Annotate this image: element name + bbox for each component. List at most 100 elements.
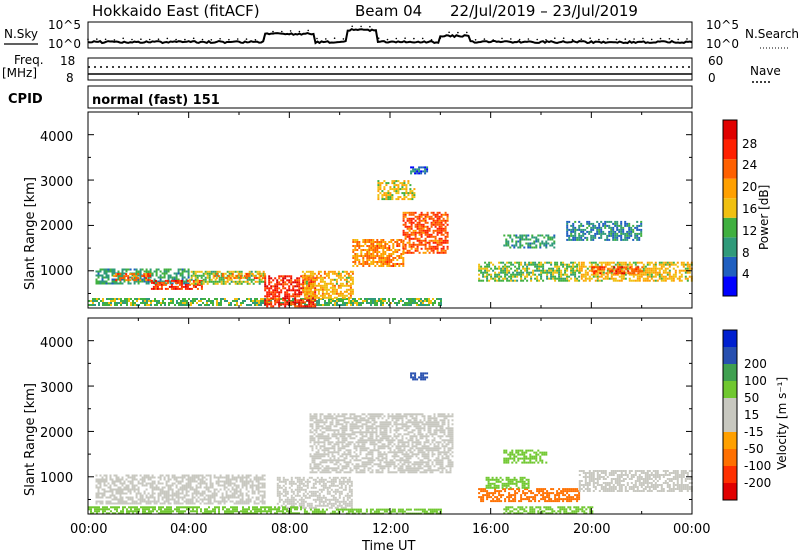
velocity-cell-0 xyxy=(157,494,160,497)
power-cell-16 xyxy=(570,238,573,241)
velocity-cell-2 xyxy=(317,463,320,466)
power-cell-6 xyxy=(278,297,281,300)
power-cell-10 xyxy=(385,182,388,185)
power-cell-5 xyxy=(440,300,442,302)
power-cell-10 xyxy=(389,192,392,195)
power-cell-3 xyxy=(216,282,219,285)
power-cell-14 xyxy=(664,271,667,274)
power-cell-14 xyxy=(606,275,609,278)
velocity-cell-0 xyxy=(105,484,108,487)
velocity-cell-0 xyxy=(209,482,212,485)
power-cell-8 xyxy=(376,247,379,249)
power-cell-7 xyxy=(349,290,352,293)
power-cell-5 xyxy=(146,298,148,300)
power-cell-9 xyxy=(404,235,407,238)
power-cell-14 xyxy=(658,273,661,276)
power-cell-1 xyxy=(127,275,130,278)
power-cell-16 xyxy=(624,222,627,225)
velocity-cell-1 xyxy=(306,478,309,481)
velocity-cell-0 xyxy=(175,484,178,487)
power-cell-7 xyxy=(319,288,322,291)
power-cell-5 xyxy=(306,304,308,306)
power-cell-14 xyxy=(580,277,583,280)
velocity-cell-2 xyxy=(331,419,334,422)
power-cell-13 xyxy=(547,242,550,245)
power-cell-16 xyxy=(628,236,631,239)
velocity-cell-1 xyxy=(328,506,331,509)
power-cell-7 xyxy=(335,296,338,299)
power-cell-2 xyxy=(178,279,181,282)
power-cell-9 xyxy=(438,219,441,222)
velocity-cell-2 xyxy=(327,443,330,446)
power-cell-5 xyxy=(164,304,166,306)
velocity-cell-0 xyxy=(149,486,152,489)
power-cell-14 xyxy=(670,277,673,280)
power-cell-10 xyxy=(397,186,400,189)
power-cell-5 xyxy=(420,302,422,304)
power-cell-5 xyxy=(244,300,246,302)
power-cell-9 xyxy=(402,223,405,226)
power-cell-5 xyxy=(256,304,258,306)
velocity-cell-0 xyxy=(187,482,190,485)
power-cell-8 xyxy=(364,253,367,255)
velocity-cell-0 xyxy=(121,498,124,501)
velocity-cell-1 xyxy=(332,494,335,497)
velocity-cell-2 xyxy=(331,451,334,454)
power-cell-7 xyxy=(343,296,346,299)
power-cell-6 xyxy=(296,283,299,286)
power-cell-0 xyxy=(101,278,104,281)
power-cell-14 xyxy=(668,269,671,272)
power-cell-0 xyxy=(181,276,184,279)
power-cell-14 xyxy=(654,263,657,266)
power-cell-8 xyxy=(362,255,365,257)
velocity-cell-1 xyxy=(286,498,289,501)
power-cell-2 xyxy=(150,287,153,290)
velocity-cell-0 xyxy=(245,474,248,477)
power-cell-6 xyxy=(280,289,283,292)
power-cell-4 xyxy=(221,275,224,278)
power-cell-5 xyxy=(366,302,368,304)
velocity-cell-2 xyxy=(313,467,316,470)
power-cell-8 xyxy=(398,239,401,241)
power-cell-8 xyxy=(390,241,393,243)
velocity-cell-0 xyxy=(97,490,100,493)
velocity-cell-0 xyxy=(131,500,134,503)
power-cell-13 xyxy=(543,244,546,247)
power-cell-3 xyxy=(246,278,249,281)
power-cell-9 xyxy=(436,241,439,244)
velocity-cell-0 xyxy=(157,480,160,483)
velocity-cell-0 xyxy=(151,494,154,497)
power-cell-8 xyxy=(378,245,381,247)
power-cell-16 xyxy=(576,236,579,239)
power-cell-8 xyxy=(392,257,395,259)
power-cell-16 xyxy=(588,220,591,223)
power-cell-16 xyxy=(612,236,615,239)
velocity-cell-0 xyxy=(167,476,170,479)
velocity-cell-0 xyxy=(173,478,176,481)
power-cell-5 xyxy=(420,300,422,302)
velocity-cell-0 xyxy=(233,496,236,499)
velocity-cell-0 xyxy=(109,484,112,487)
power-cell-14 xyxy=(594,271,597,274)
power-cell-2 xyxy=(180,283,183,286)
velocity-cell-0 xyxy=(99,492,102,495)
velocity-cell-1 xyxy=(302,498,305,501)
power-cell-5 xyxy=(216,304,218,306)
power-cell-6 xyxy=(266,293,269,296)
power-cell-16 xyxy=(602,224,605,227)
power-cell-16 xyxy=(572,228,575,231)
power-cell-5 xyxy=(114,302,116,304)
power-cell-13 xyxy=(531,242,534,245)
power-cell-7 xyxy=(349,282,352,285)
power-cell-14 xyxy=(644,277,647,280)
power-cell-16 xyxy=(566,238,569,241)
velocity-cell-1 xyxy=(276,482,279,485)
power-cell-9 xyxy=(436,213,439,216)
power-cell-6 xyxy=(292,295,295,298)
power-cell-7 xyxy=(331,286,334,289)
velocity-cell-0 xyxy=(217,484,220,487)
power-cell-0 xyxy=(167,270,170,273)
power-cell-6 xyxy=(308,295,311,298)
power-cell-6 xyxy=(312,297,315,300)
power-cell-7 xyxy=(337,272,340,275)
